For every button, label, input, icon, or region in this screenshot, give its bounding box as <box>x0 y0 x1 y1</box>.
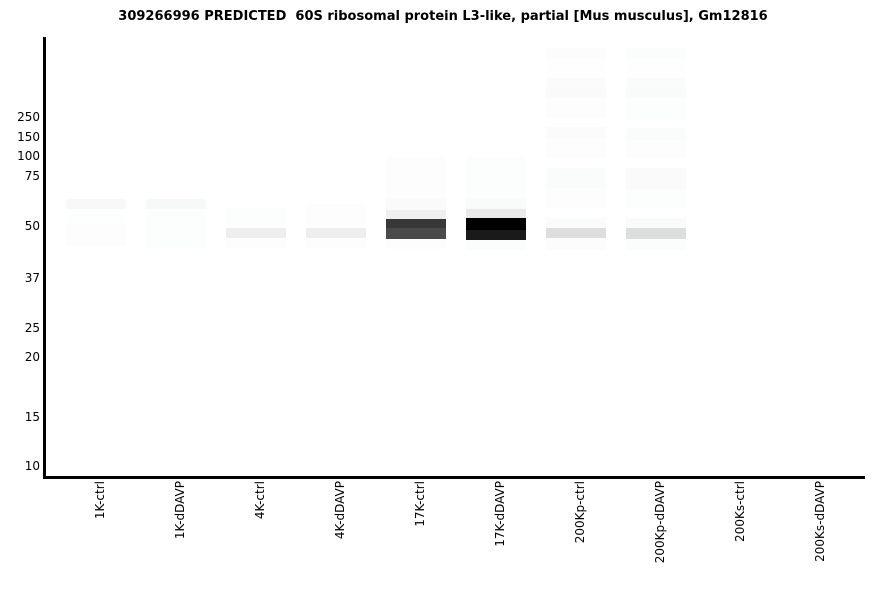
blot-band <box>626 78 686 88</box>
y-tick-label: 10 <box>24 459 40 473</box>
blot-band <box>626 59 686 78</box>
blot-band <box>546 48 606 59</box>
blot-band <box>306 238 366 248</box>
blot-band <box>546 78 606 88</box>
blot-band <box>626 140 686 158</box>
blot-band <box>626 218 686 228</box>
blot-band <box>546 127 606 138</box>
blot-band <box>466 240 526 250</box>
y-tick-label: 37 <box>24 271 40 285</box>
y-tick-label: 100 <box>17 149 40 163</box>
blot-band <box>546 88 606 98</box>
x-axis-line <box>43 476 865 479</box>
blot-band <box>66 224 126 246</box>
blot-band <box>546 59 606 78</box>
x-tick-label: 200Ks-ctrl <box>733 481 747 542</box>
blot-band <box>546 98 606 118</box>
blot-band <box>386 228 446 239</box>
figure-title: 309266996 PREDICTED 60S ribosomal protei… <box>118 9 768 24</box>
x-tick-label: 1K-ctrl <box>93 481 107 520</box>
x-tick-label: 200Ks-dDAVP <box>813 481 827 562</box>
y-tick-label: 75 <box>24 169 40 183</box>
y-axis-line <box>43 37 46 479</box>
blot-band <box>146 209 206 248</box>
y-tick-label: 25 <box>24 321 40 335</box>
blot-band <box>386 219 446 228</box>
blot-band <box>546 238 606 250</box>
x-tick-label: 200Kp-ctrl <box>573 481 587 544</box>
blot-band <box>386 210 446 219</box>
blot-band <box>626 239 686 250</box>
blot-band <box>626 48 686 59</box>
blot-band <box>466 198 526 209</box>
y-tick-label: 20 <box>24 350 40 364</box>
blot-band <box>66 209 126 224</box>
blot-band <box>386 239 446 249</box>
x-tick-label: 17K-dDAVP <box>493 481 507 547</box>
blot-band <box>226 238 286 248</box>
blot-band <box>626 128 686 140</box>
y-tick-label: 150 <box>17 130 40 144</box>
blot-band <box>546 188 606 208</box>
x-tick-label: 4K-dDAVP <box>333 481 347 540</box>
blot-band <box>626 190 686 208</box>
blot-band <box>466 209 526 218</box>
blot-band <box>146 199 206 209</box>
x-tick-label: 17K-ctrl <box>413 481 427 527</box>
blot-band <box>626 98 686 120</box>
blot-band <box>466 157 526 198</box>
blot-band <box>626 228 686 239</box>
blot-band <box>546 168 606 188</box>
blot-band <box>306 204 366 228</box>
y-tick-label: 250 <box>17 110 40 124</box>
x-tick-label: 200Kp-dDAVP <box>653 481 667 564</box>
blot-band <box>226 228 286 238</box>
blot-band <box>66 199 126 209</box>
blot-band <box>466 230 526 240</box>
x-tick-label: 1K-dDAVP <box>173 481 187 540</box>
y-tick-label: 50 <box>24 219 40 233</box>
blot-band <box>386 198 446 210</box>
blot-band <box>226 208 286 228</box>
blot-band <box>306 228 366 238</box>
blot-band <box>546 218 606 228</box>
blot-band <box>626 88 686 98</box>
blot-band <box>546 228 606 238</box>
blot-band <box>466 218 526 230</box>
blot-band <box>626 168 686 190</box>
blot-band <box>386 157 446 198</box>
y-tick-label: 15 <box>24 410 40 424</box>
x-tick-label: 4K-ctrl <box>253 481 267 520</box>
blot-band <box>546 138 606 158</box>
